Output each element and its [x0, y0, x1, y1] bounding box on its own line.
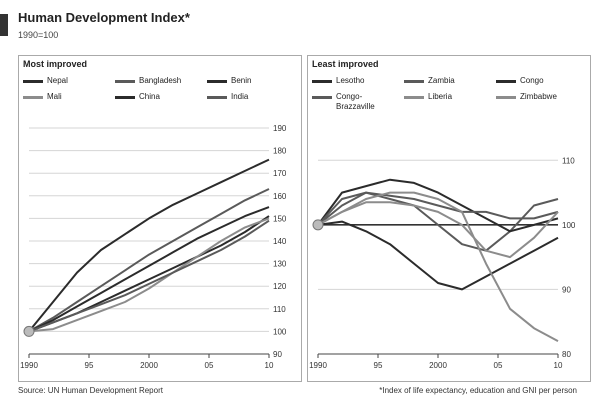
plot-most-improved: 90 100 110 120 130 140 150 160 170 180 190 1990 95 20… [20, 124, 287, 370]
series-line-bangladesh [28, 188, 270, 333]
legend-item-congo-brazzaville: Congo- Brazzaville [312, 92, 375, 112]
legend-label: Lesotho [336, 76, 365, 85]
legend-swatch [404, 96, 424, 99]
legend-most-improved: Nepal Bangladesh Benin Mali China India [23, 76, 297, 120]
legend-label: Liberia [428, 92, 453, 101]
panel-least-improved: Least improved Lesotho Zambia Congo Congo- … [307, 55, 591, 382]
panel-title-most-improved: Most improved [23, 59, 88, 69]
y-tick-label: 190 [273, 124, 287, 133]
chart-title: Human Development Index* [18, 10, 190, 25]
legend-swatch [496, 96, 516, 99]
y-tick-label: 110 [562, 156, 575, 165]
legend-label: Benin [231, 76, 252, 85]
series-line-lesotho [317, 220, 559, 291]
legend-least-improved: Lesotho Zambia Congo Congo- Brazzaville Libe… [312, 76, 586, 120]
legend-label: India [231, 92, 249, 101]
legend-item-china: China [115, 92, 160, 102]
source-note: Source: UN Human Development Report [18, 386, 163, 395]
legend-label: Mali [47, 92, 62, 101]
legend-swatch [115, 96, 135, 99]
y-tick-label: 180 [273, 147, 287, 156]
series-line-nepal [28, 158, 270, 333]
y-tick-label: 120 [273, 282, 287, 291]
legend-item-congo: Congo [496, 76, 544, 86]
legend-label: Congo- Brazzaville [336, 92, 375, 111]
legend-label: Congo [520, 76, 544, 85]
plot-least-improved: 80 90 100 110 1990 95 2000 05 10 [309, 156, 576, 370]
legend-label: Bangladesh [139, 76, 182, 85]
x-tick-label: 10 [265, 361, 274, 370]
legend-item-india: India [207, 92, 248, 102]
legend-label: Nepal [47, 76, 68, 85]
legend-item-liberia: Liberia [404, 92, 452, 102]
y-tick-label: 90 [562, 285, 571, 294]
legend-swatch [312, 80, 332, 83]
y-tick-label: 140 [273, 237, 287, 246]
legend-swatch [207, 80, 227, 83]
y-tick-label: 80 [562, 350, 571, 359]
legend-swatch [496, 80, 516, 83]
legend-swatch [207, 96, 227, 99]
legend-item-lesotho: Lesotho [312, 76, 364, 86]
series-line-zambia [317, 191, 559, 252]
start-marker [23, 325, 35, 337]
x-tick-label: 10 [554, 361, 563, 370]
y-tick-label: 130 [273, 260, 287, 269]
title-accent-bar [0, 14, 8, 36]
series-line-india [28, 219, 270, 333]
x-tick-label: 95 [374, 361, 383, 370]
x-tick-label: 1990 [309, 361, 327, 370]
footnote: *Index of life expectancy, education and… [379, 386, 577, 395]
series-line-china [28, 206, 270, 333]
series-line-congo [317, 178, 559, 233]
series-line-mali [28, 217, 270, 333]
legend-swatch [312, 96, 332, 99]
y-tick-label: 150 [273, 214, 287, 223]
x-tick-label: 05 [494, 361, 503, 370]
legend-swatch [23, 96, 43, 99]
y-tick-label: 110 [273, 305, 286, 314]
legend-item-zimbabwe: Zimbabwe [496, 92, 557, 102]
x-tick-label: 05 [205, 361, 214, 370]
y-tick-label: 170 [273, 169, 287, 178]
legend-item-nepal: Nepal [23, 76, 68, 86]
legend-swatch [115, 80, 135, 83]
legend-item-mali: Mali [23, 92, 62, 102]
series-line-congo-brazzaville [317, 191, 559, 226]
y-tick-label: 160 [273, 192, 287, 201]
x-tick-label: 1990 [20, 361, 38, 370]
y-tick-label: 90 [273, 350, 282, 359]
x-tick-label: 95 [85, 361, 94, 370]
y-tick-label: 100 [562, 221, 576, 230]
legend-item-zambia: Zambia [404, 76, 455, 86]
legend-label: China [139, 92, 160, 101]
x-tick-label: 2000 [140, 361, 158, 370]
series-line-zimbabwe [317, 191, 559, 342]
legend-item-bangladesh: Bangladesh [115, 76, 181, 86]
legend-swatch [404, 80, 424, 83]
y-tick-label: 100 [273, 327, 287, 336]
x-tick-label: 2000 [429, 361, 447, 370]
legend-swatch [23, 80, 43, 83]
legend-label: Zimbabwe [520, 92, 557, 101]
start-marker [312, 219, 324, 231]
panel-title-least-improved: Least improved [312, 59, 379, 69]
legend-item-benin: Benin [207, 76, 251, 86]
panel-most-improved: Most improved Nepal Bangladesh Benin Mali Ch… [18, 55, 302, 382]
series-line-liberia [317, 201, 559, 259]
legend-label: Zambia [428, 76, 455, 85]
chart-subtitle: 1990=100 [18, 30, 59, 40]
